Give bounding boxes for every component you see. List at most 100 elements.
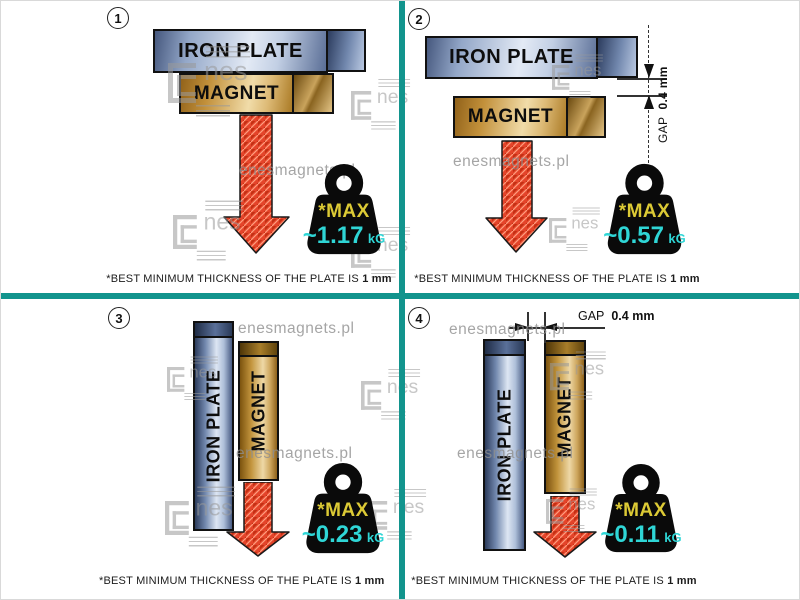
enes-logo-lines xyxy=(188,536,218,548)
quadrant-4-number-badge: 4 xyxy=(408,307,430,329)
enes-logo-watermark: nes xyxy=(552,54,614,100)
enes-logo-e-icon xyxy=(549,218,567,243)
enes-logo-e-icon xyxy=(552,65,570,90)
enes-logo-lines xyxy=(205,200,243,212)
note-text: *BEST MINIMUM THICKNESS OF THE PLATE IS xyxy=(411,575,664,587)
enes-logo-lines xyxy=(184,393,206,402)
enes-logo-lines xyxy=(575,351,606,361)
enes-logo-watermark: nes xyxy=(361,368,433,421)
watermark-site-text: enesmagnets.pl xyxy=(453,153,570,170)
watermark-site-text: enesmagnets.pl xyxy=(239,162,356,179)
quadrant-1-number-badge: 1 xyxy=(107,7,129,29)
enes-logo-lines xyxy=(566,244,588,253)
watermark-site-text: enesmagnets.pl xyxy=(449,321,566,338)
quadrant-2-number: 2 xyxy=(415,11,423,27)
enes-logo-lines xyxy=(569,488,597,497)
enes-logo-e-icon xyxy=(546,499,564,524)
enes-logo-watermark: nes xyxy=(550,351,618,401)
enes-logo-watermark: nes xyxy=(167,356,229,402)
iron-plate-bar-vertical: IRON PLATE xyxy=(483,339,526,551)
magnet-side-face xyxy=(566,96,606,138)
enes-logo-e-icon xyxy=(351,91,372,120)
enes-logo-watermark: nes xyxy=(173,200,258,262)
iron-plate-label: IRON PLATE xyxy=(449,46,574,68)
iron-plate-bar: IRON PLATE xyxy=(425,36,598,79)
gap-arrowhead-left-icon xyxy=(544,323,557,331)
enes-logo-text: nes xyxy=(203,209,241,235)
note-bold-value: 1 mm xyxy=(670,273,700,285)
note-text: *BEST MINIMUM THICKNESS OF THE PLATE IS xyxy=(106,273,359,285)
enes-logo-watermark: nes xyxy=(168,46,268,118)
enes-logo-lines xyxy=(196,250,226,262)
quadrant-4-number: 4 xyxy=(415,310,423,326)
enes-logo-lines xyxy=(381,411,406,421)
note-bold-value: 1 mm xyxy=(354,575,385,587)
magnet-top-face xyxy=(546,342,584,356)
thickness-note: *BEST MINIMUM THICKNESS OF THE PLATE IS … xyxy=(411,273,703,285)
quadrant-3-number-badge: 3 xyxy=(108,307,130,329)
enes-logo-watermark: nes xyxy=(165,486,250,548)
note-bold-value: 1 mm xyxy=(667,575,697,587)
magnet-top-face xyxy=(240,343,277,357)
magnet-label: MAGNET xyxy=(467,106,554,127)
thickness-note: *BEST MINIMUM THICKNESS OF THE PLATE IS … xyxy=(101,273,397,285)
gap-arrowhead-up-icon xyxy=(644,95,654,109)
magnet-bar-vertical: MAGNET xyxy=(238,341,279,481)
enes-logo-lines xyxy=(371,121,396,131)
enes-logo-watermark: nes xyxy=(546,488,608,534)
gap-extension-line-right xyxy=(544,312,546,343)
weight-value: ~0.57 kG xyxy=(598,222,691,250)
gap-arrowhead-right-icon xyxy=(515,323,528,331)
weight-value: ~0.11 kG xyxy=(596,521,686,549)
gap-word: GAP xyxy=(578,309,605,323)
weight-kettlebell-icon: *MAX ~1.17 kG xyxy=(298,162,390,258)
gap-dimension-label: GAP 0.4 mm xyxy=(656,37,670,143)
enes-logo-text: nes xyxy=(574,358,605,379)
enes-logo-e-icon xyxy=(361,381,382,410)
weight-kettlebell-icon: *MAX ~0.11 kG xyxy=(596,461,686,557)
weight-number: ~0.57 xyxy=(603,222,664,249)
enes-logo-lines xyxy=(378,226,411,237)
watermark-site-text: enesmagnets.pl xyxy=(457,445,574,462)
quadrant-3-number: 3 xyxy=(115,310,123,326)
note-bold-value: 1 mm xyxy=(362,273,392,285)
iron-plate-top-face xyxy=(195,323,232,338)
gap-dimension-line xyxy=(509,327,605,329)
weight-kettlebell-icon: *MAX ~0.23 kG xyxy=(297,461,389,557)
divider-horizontal xyxy=(1,293,799,299)
magnet-label: MAGNET xyxy=(248,370,268,452)
enes-logo-e-icon xyxy=(550,363,570,391)
enes-logo-lines xyxy=(378,78,411,89)
max-label: *MAX xyxy=(317,500,369,521)
weight-kettlebell-icon: *MAX ~0.57 kG xyxy=(598,162,691,258)
gap-dimension-line xyxy=(648,25,649,163)
enes-logo-lines xyxy=(569,391,593,401)
thickness-note: *BEST MINIMUM THICKNESS OF THE PLATE IS … xyxy=(99,575,384,587)
enes-logo-lines xyxy=(569,91,591,100)
note-text: *BEST MINIMUM THICKNESS OF THE PLATE IS xyxy=(99,575,352,587)
watermark-site-text: enesmagnets.pl xyxy=(238,320,355,337)
max-label: *MAX xyxy=(318,201,370,222)
enes-logo-e-icon xyxy=(165,501,189,535)
gap-arrowhead-down-icon xyxy=(644,64,654,78)
enes-logo-lines xyxy=(572,207,600,216)
enes-logo-lines xyxy=(575,54,603,63)
enes-logo-lines xyxy=(190,356,218,365)
enes-logo-text: nes xyxy=(574,60,602,80)
gap-value: 0.4 mm xyxy=(611,309,655,323)
enes-logo-lines xyxy=(394,488,427,499)
weight-number: ~1.17 xyxy=(302,222,364,249)
gap-dimension-label: GAP 0.4 mm xyxy=(578,309,654,323)
gap-extension-line-left xyxy=(527,312,529,341)
enes-logo-text: nes xyxy=(189,362,217,382)
pull-force-arrow-icon xyxy=(226,482,290,557)
enes-logo-watermark: nes xyxy=(351,78,423,131)
enes-logo-lines xyxy=(563,525,585,534)
weight-unit: kG xyxy=(367,231,386,246)
max-label: *MAX xyxy=(618,201,671,222)
enes-logo-text: nes xyxy=(568,494,596,514)
enes-logo-lines xyxy=(206,46,250,59)
quadrant-2-number-badge: 2 xyxy=(408,8,430,30)
thickness-note: *BEST MINIMUM THICKNESS OF THE PLATE IS … xyxy=(409,575,699,587)
